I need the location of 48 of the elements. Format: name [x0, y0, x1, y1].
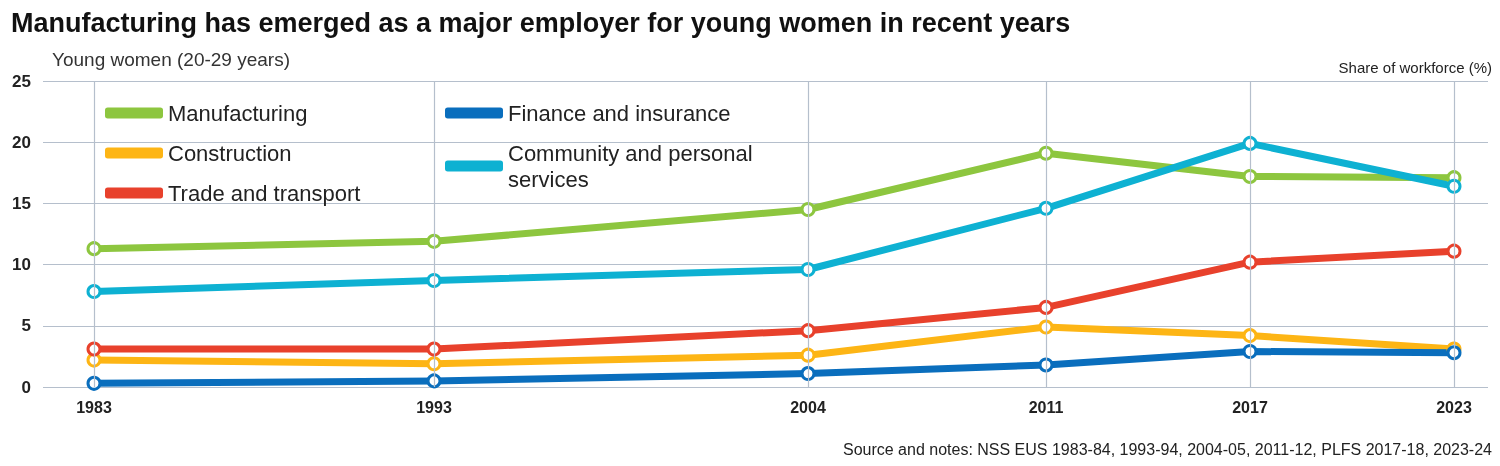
point — [86, 375, 102, 391]
point — [1038, 145, 1054, 161]
x-tick-label: 1983 — [76, 398, 112, 416]
point — [800, 366, 816, 382]
y-tick-label: 15 — [12, 193, 31, 213]
x-tick-label: 1993 — [416, 398, 452, 416]
point — [1242, 168, 1258, 184]
y-tick-label: 20 — [12, 132, 31, 152]
legend-label: Trade and transport — [168, 180, 361, 206]
point — [426, 233, 442, 249]
x-tick-label: 2023 — [1436, 398, 1472, 416]
legend-label: Construction — [168, 140, 292, 166]
point — [426, 341, 442, 357]
point — [1242, 254, 1258, 270]
legend-label: Community and personal services — [508, 140, 759, 192]
point — [1242, 328, 1258, 344]
point — [86, 241, 102, 257]
point — [800, 347, 816, 363]
chart-subtitle: Young women (20-29 years) — [52, 49, 290, 70]
x-tick-label: 2017 — [1232, 398, 1268, 416]
point — [1038, 357, 1054, 373]
point — [426, 356, 442, 372]
y-tick-label: 0 — [21, 377, 31, 397]
legend-label: Manufacturing — [168, 100, 308, 126]
point — [1446, 178, 1462, 194]
y-tick-label: 10 — [12, 255, 31, 275]
point — [1242, 135, 1258, 151]
chart-title: Manufacturing has emerged as a major employer for young women in recent years — [11, 7, 1071, 38]
point — [800, 262, 816, 277]
y-axis-title: Share of workforce (%) — [1338, 59, 1493, 76]
point — [1446, 243, 1462, 259]
point — [426, 273, 442, 289]
point — [86, 341, 102, 357]
point — [800, 323, 816, 339]
point — [1446, 345, 1462, 361]
point — [1038, 299, 1054, 315]
y-tick-label: 5 — [21, 316, 31, 336]
point — [1242, 344, 1258, 359]
source-note: Source and notes: NSS EUS 1983-84, 1993-94, 2004-05, 2011-12, PLFS 2017-18, 2023-24 — [842, 440, 1493, 458]
point — [86, 284, 102, 300]
y-tick-label: 25 — [12, 71, 31, 91]
point — [426, 373, 442, 389]
point — [800, 202, 816, 218]
x-tick-label: 2004 — [790, 398, 826, 416]
x-tick-label: 2011 — [1028, 398, 1064, 416]
legend-label: Finance and insurance — [508, 100, 731, 126]
point — [1038, 200, 1054, 216]
point — [1038, 319, 1054, 335]
